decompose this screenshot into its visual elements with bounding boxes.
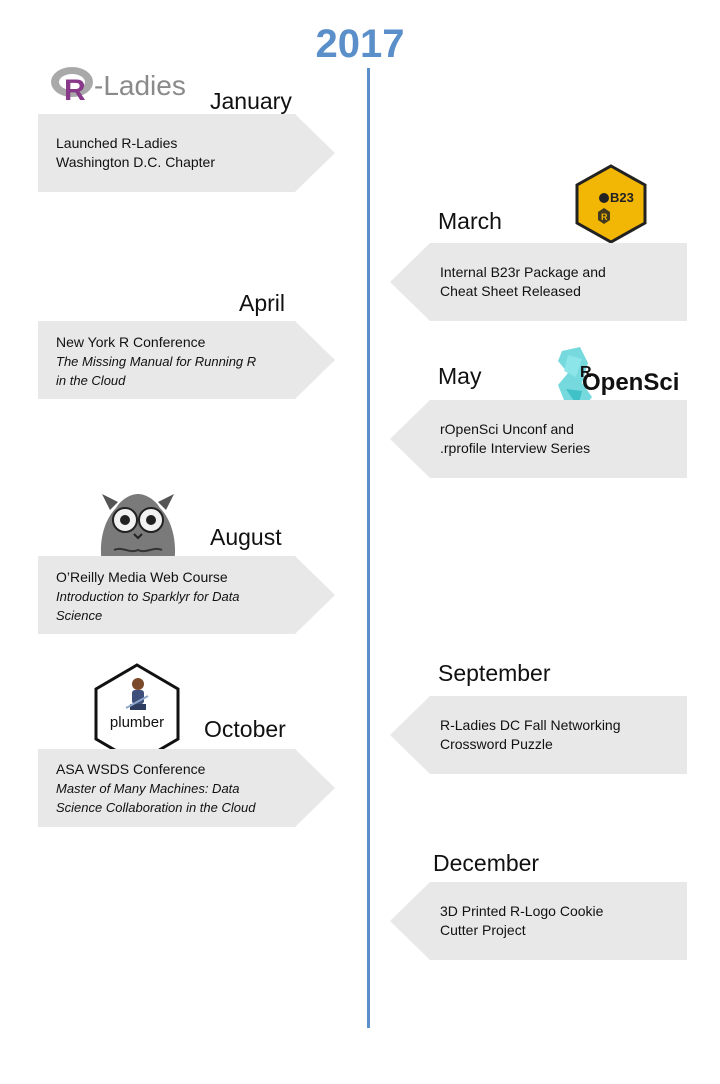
event-subtitle: Introduction to Sparklyr for Data — [56, 589, 240, 604]
event-subtitle: Science Collaboration in the Cloud — [56, 800, 256, 815]
timeline-axis — [367, 68, 370, 1028]
event-march: Internal B23r Package and Cheat Sheet Re… — [390, 243, 687, 321]
plumber-logo-text: plumber — [109, 714, 165, 731]
event-subtitle: Master of Many Machines: Data — [56, 781, 240, 796]
tarsier-illustration — [92, 488, 184, 564]
event-october: ASA WSDS Conference Master of Many Machi… — [38, 749, 335, 827]
month-march: March — [438, 208, 502, 234]
event-text: O’Reilly Media Web Course — [56, 569, 228, 585]
event-text: Washington D.C. Chapter — [56, 154, 215, 170]
event-text: Crossword Puzzle — [440, 736, 553, 752]
event-text: rOpenSci Unconf and — [440, 421, 574, 437]
event-subtitle: in the Cloud — [56, 373, 126, 388]
plumber-hex-icon — [94, 663, 180, 765]
event-text: New York R Conference — [56, 334, 206, 350]
event-text: Cheat Sheet Released — [440, 283, 581, 299]
event-january: Launched R-Ladies Washington D.C. Chapte… — [38, 114, 335, 192]
b23-hex-icon: R B23 — [575, 164, 647, 244]
event-text: ASA WSDS Conference — [56, 761, 206, 777]
event-may: rOpenSci Unconf and .rprofile Interview … — [390, 400, 687, 478]
event-text: Cutter Project — [440, 922, 526, 938]
rladies-r-icon: R — [51, 67, 93, 104]
svg-text:R: R — [64, 74, 86, 104]
rladies-logo-text: -Ladies — [94, 70, 186, 101]
plumber-logo: plumber — [92, 662, 182, 766]
month-december: December — [433, 850, 540, 876]
ropensci-logo: R OpenSci — [552, 345, 688, 417]
month-january: January — [210, 88, 292, 114]
b23-logo: R B23 — [574, 164, 648, 244]
event-december: 3D Printed R-Logo Cookie Cutter Project — [390, 882, 687, 960]
event-text: R-Ladies DC Fall Networking — [440, 717, 621, 733]
month-september: September — [438, 660, 551, 686]
tarsier-icon — [100, 494, 176, 564]
event-subtitle: Science — [56, 608, 103, 623]
event-text: 3D Printed R-Logo Cookie — [440, 903, 604, 919]
ropensci-logo-text: OpenSci — [582, 369, 680, 396]
event-august: O’Reilly Media Web Course Introduction t… — [38, 556, 335, 634]
svg-text:R: R — [601, 212, 608, 222]
event-april: New York R Conference The Missing Manual… — [38, 321, 335, 399]
event-september: R-Ladies DC Fall Networking Crossword Pu… — [390, 696, 687, 774]
svg-text:R: R — [580, 364, 592, 381]
month-august: August — [210, 524, 282, 550]
month-october: October — [204, 716, 286, 742]
rladies-logo: R -Ladies — [50, 64, 210, 108]
b23-logo-text: B23 — [610, 190, 634, 205]
event-subtitle: The Missing Manual for Running R — [56, 354, 257, 369]
month-may: May — [438, 363, 482, 389]
ropensci-hex-icon: R — [558, 347, 592, 413]
year-title: 2017 — [315, 22, 405, 66]
event-text: Internal B23r Package and — [440, 264, 606, 280]
month-april: April — [239, 290, 286, 316]
event-text: Launched R-Ladies — [56, 135, 178, 151]
event-text: .rprofile Interview Series — [440, 440, 591, 456]
